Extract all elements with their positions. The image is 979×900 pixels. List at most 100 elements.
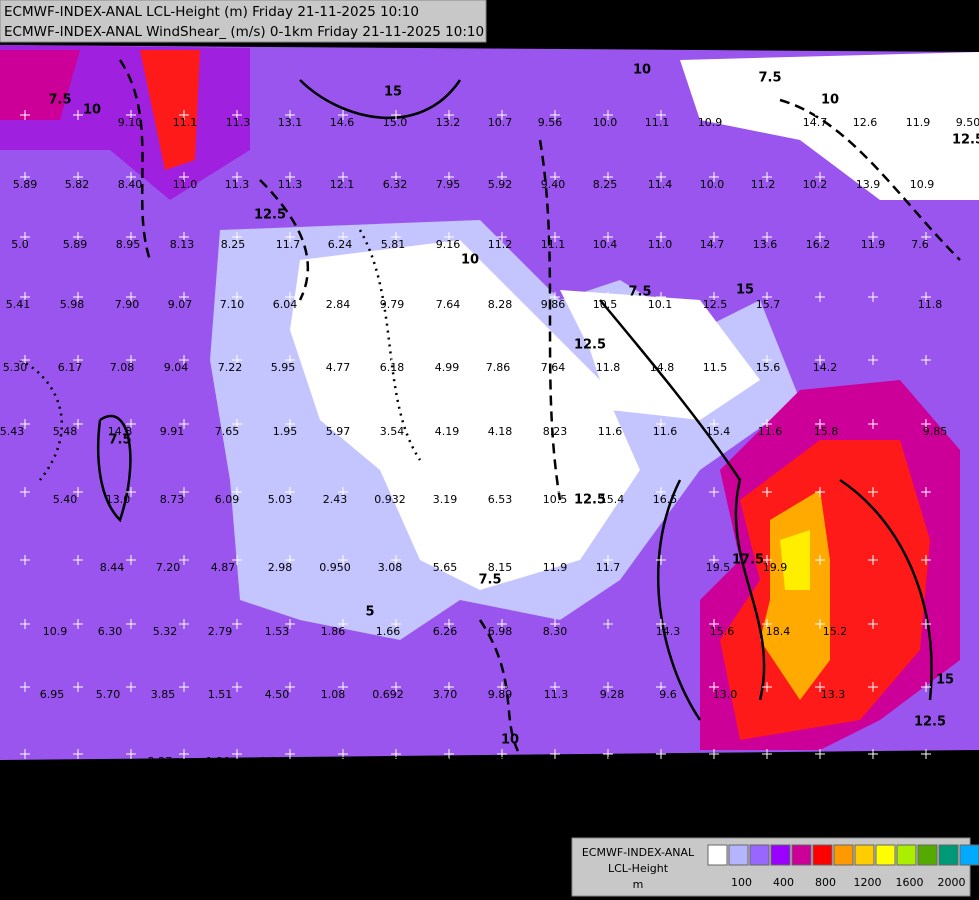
contour	[478, 619, 522, 756]
station-marker	[232, 292, 242, 302]
station-value: 9.56	[538, 116, 563, 129]
station-value: 11.1	[541, 238, 566, 251]
station-marker	[921, 355, 931, 365]
contour-label: 5	[365, 605, 374, 620]
station-marker	[709, 355, 719, 365]
station-value: 2.27	[148, 755, 173, 768]
station-marker	[444, 232, 454, 242]
station-value: 6.30	[98, 625, 123, 638]
station-marker	[709, 292, 719, 302]
station-value: 2.98	[268, 561, 293, 574]
station-marker	[232, 110, 242, 120]
station-value: 5.70	[96, 688, 121, 701]
contour-label: 10	[461, 253, 479, 268]
station-value: 0.950	[319, 561, 351, 574]
station-value: 14.8	[650, 361, 675, 374]
station-marker	[179, 682, 189, 692]
station-marker	[20, 292, 30, 302]
station-marker	[232, 232, 242, 242]
station-marker	[497, 419, 507, 429]
station-value: 1.51	[208, 688, 233, 701]
station-marker	[391, 487, 401, 497]
contour-label: 10	[501, 733, 519, 748]
station-value: 4.28	[433, 755, 458, 768]
station-value: 8.40	[118, 178, 143, 191]
station-marker	[73, 292, 83, 302]
station-value: 5.81	[381, 238, 406, 251]
station-marker	[444, 682, 454, 692]
station-value: 13.1	[278, 116, 303, 129]
legend-swatch	[917, 844, 938, 866]
station-marker	[232, 749, 242, 759]
station-marker	[179, 232, 189, 242]
station-marker	[126, 232, 136, 242]
station-marker	[444, 419, 454, 429]
station-value: 14.7	[803, 116, 828, 129]
station-value: 5.65	[433, 561, 458, 574]
contour-label-layer: 10 7.5 12.5 15 10 7.5 12.5 10 12.5 7.5 15 17.5 15 12.…	[48, 63, 979, 748]
contour-label: 10	[83, 103, 101, 118]
station-marker	[762, 487, 772, 497]
station-value: 7.10	[220, 298, 245, 311]
station-marker	[603, 682, 613, 692]
station-marker	[709, 232, 719, 242]
station-value: 5.95	[271, 361, 296, 374]
station-marker	[338, 555, 348, 565]
station-marker	[20, 619, 30, 629]
station-marker	[338, 232, 348, 242]
station-value: 11.5	[703, 361, 728, 374]
station-marker	[709, 419, 719, 429]
contour	[599, 299, 766, 701]
station-marker	[444, 110, 454, 120]
station-marker	[391, 172, 401, 182]
station-marker	[497, 355, 507, 365]
station-marker	[285, 355, 295, 365]
station-value: 5.98	[60, 298, 85, 311]
station-marker	[868, 487, 878, 497]
station-value: 11.8	[596, 361, 621, 374]
station-marker	[550, 232, 560, 242]
legend-tick-label: 1600	[896, 876, 924, 889]
station-marker	[232, 619, 242, 629]
station-marker	[709, 487, 719, 497]
station-marker	[73, 487, 83, 497]
orange-area	[760, 490, 830, 700]
station-marker	[550, 419, 560, 429]
station-value: 14.8	[108, 425, 133, 438]
station-value: 5.43	[0, 425, 24, 438]
station-marker	[921, 172, 931, 182]
station-marker	[656, 355, 666, 365]
legend-tick-label: 100	[731, 876, 752, 889]
station-marker	[444, 487, 454, 497]
station-value: 7.22	[218, 361, 243, 374]
legend-swatch	[854, 844, 875, 866]
station-value: 4.99	[435, 361, 460, 374]
station-marker	[285, 172, 295, 182]
station-value: 5.97	[326, 425, 351, 438]
legend-tick-label: 2000	[938, 876, 966, 889]
station-marker	[126, 487, 136, 497]
contour-label: 7.5	[628, 285, 651, 300]
station-marker	[285, 682, 295, 692]
station-marker	[921, 749, 931, 759]
station-value: 9.6	[659, 688, 677, 701]
station-value: 6.19	[546, 755, 571, 768]
station-marker	[603, 110, 613, 120]
contour-label: 12.5	[574, 493, 606, 508]
station-marker	[126, 355, 136, 365]
station-value: 2.84	[326, 298, 351, 311]
station-value: 11.7	[276, 238, 301, 251]
station-value: 7.6	[911, 238, 929, 251]
station-marker	[444, 172, 454, 182]
station-marker	[73, 419, 83, 429]
station-marker	[73, 555, 83, 565]
station-marker	[762, 682, 772, 692]
station-value: 6.24	[328, 238, 353, 251]
station-marker	[338, 110, 348, 120]
station-marker	[868, 682, 878, 692]
station-marker	[126, 619, 136, 629]
red-area	[140, 50, 200, 170]
station-value: 9.86	[541, 298, 566, 311]
station-marker	[179, 749, 189, 759]
station-value: 10.4	[593, 238, 618, 251]
